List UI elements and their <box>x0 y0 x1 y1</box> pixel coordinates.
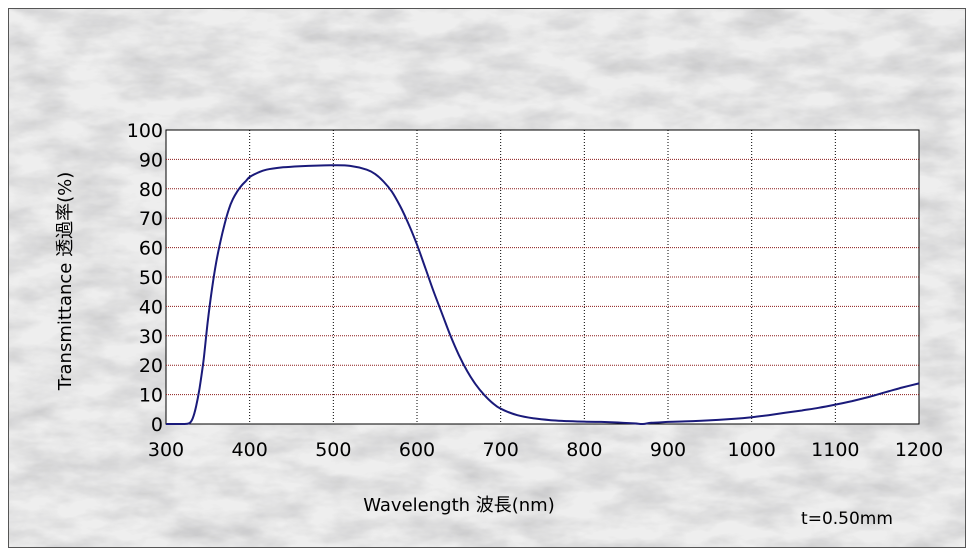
y-tick-label: 90 <box>139 149 163 171</box>
x-tick-label: 900 <box>650 439 686 461</box>
y-tick-label: 10 <box>139 385 163 407</box>
y-tick-label: 20 <box>139 355 163 377</box>
x-tick-label: 1200 <box>895 439 943 461</box>
x-tick-label: 300 <box>148 439 184 461</box>
x-tick-label: 1100 <box>811 439 859 461</box>
x-tick-label: 500 <box>315 439 351 461</box>
y-tick-label: 30 <box>139 326 163 348</box>
y-tick-label: 0 <box>151 414 163 436</box>
y-tick-label: 40 <box>139 296 163 318</box>
x-axis-title: Wavelength 波長(nm) <box>363 495 555 516</box>
y-tick-label: 70 <box>139 208 163 230</box>
x-tick-label: 400 <box>232 439 268 461</box>
y-tick-label: 100 <box>127 120 163 142</box>
x-tick-label: 700 <box>483 439 519 461</box>
x-tick-label: 800 <box>566 439 602 461</box>
transmittance-chart: 300 400 500 600 700 800 900 1000 1100 1200 0 10 20 3… <box>9 9 966 548</box>
y-tick-label: 80 <box>139 179 163 201</box>
x-tick-label: 600 <box>399 439 435 461</box>
y-axis-title: Transmittance 透過率(%) <box>55 172 76 392</box>
x-tick-label: 1000 <box>727 439 775 461</box>
chart-frame: 300 400 500 600 700 800 900 1000 1100 1200 0 10 20 3… <box>8 8 966 548</box>
y-tick-label: 50 <box>139 267 163 289</box>
y-tick-label: 60 <box>139 238 163 260</box>
thickness-annotation: t=0.50mm <box>801 509 893 529</box>
